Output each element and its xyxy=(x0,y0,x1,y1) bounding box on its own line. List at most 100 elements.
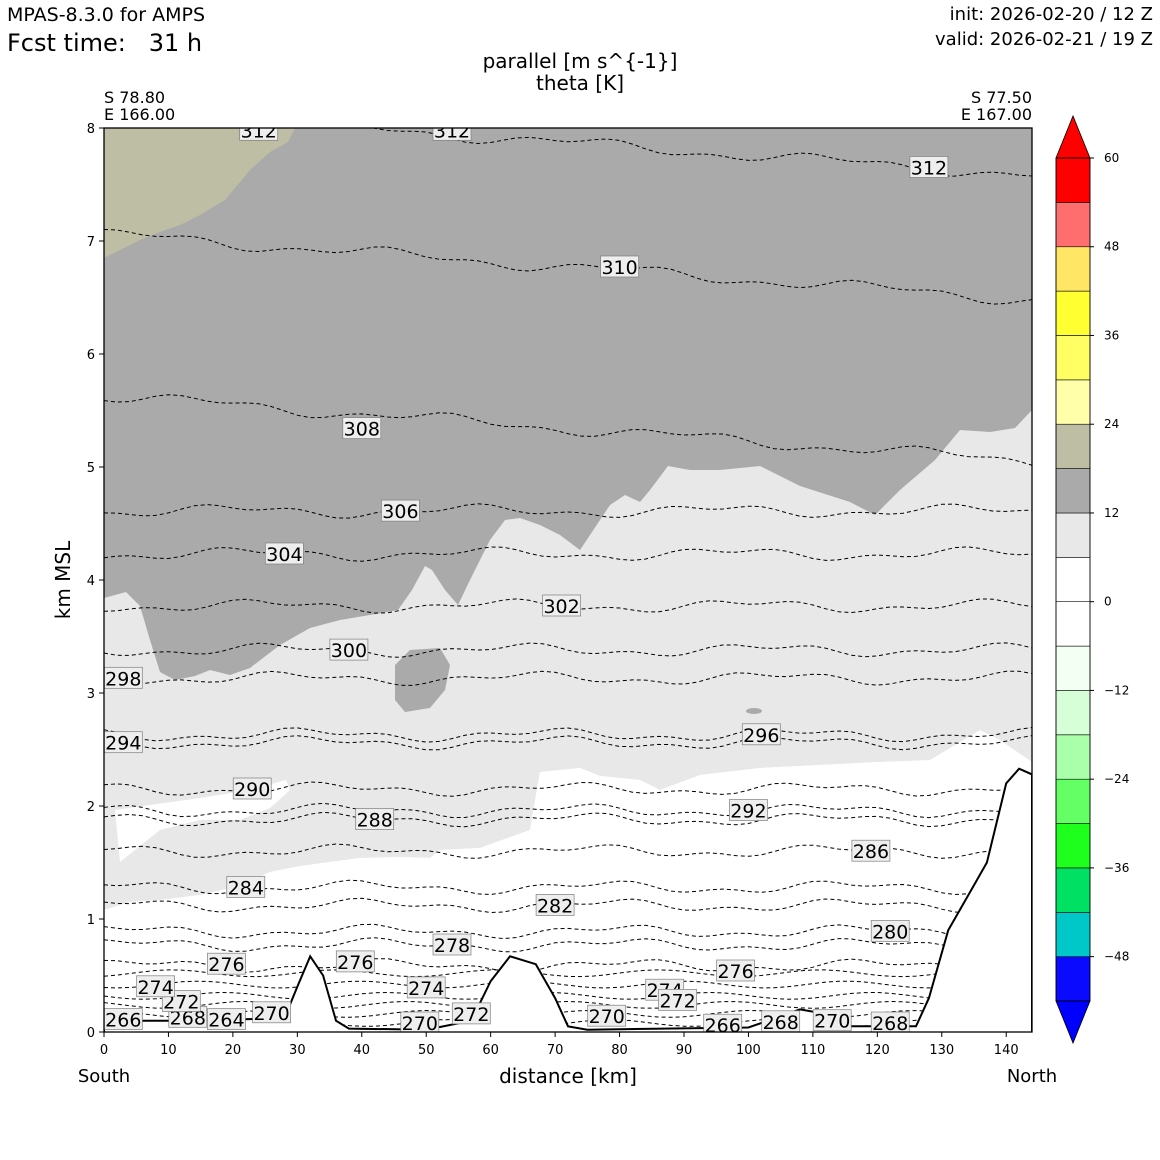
contour-label: 302 xyxy=(542,594,581,618)
y-tick-label: 1 xyxy=(87,913,95,928)
contour-label: 288 xyxy=(355,808,395,832)
colorbar-over-arrow xyxy=(1055,114,1091,159)
contour-label-text: 266 xyxy=(705,1015,741,1037)
contour-label-text: 272 xyxy=(659,990,695,1012)
colorbar-segment xyxy=(1055,202,1091,248)
forecast-time: Fcst time: 31 h xyxy=(7,29,202,57)
fill-12-18-blob xyxy=(395,648,450,712)
colorbar-tick-label: 36 xyxy=(1104,328,1119,342)
contour-label: 276 xyxy=(335,950,375,974)
contour-label: 264 xyxy=(207,1008,246,1032)
colorbar-segment xyxy=(1055,335,1091,381)
chart-title-line1: parallel [m s^{-1}] xyxy=(482,49,678,73)
contour-label: 282 xyxy=(535,894,575,917)
contour-label: 306 xyxy=(381,499,420,523)
contour-label: 294 xyxy=(104,731,143,755)
contour-label-text: 274 xyxy=(408,978,444,1000)
x-tick-label: 30 xyxy=(289,1043,306,1058)
x-tick-label: 20 xyxy=(225,1043,242,1058)
colorbar-segment xyxy=(1055,423,1091,469)
model-title: MPAS-8.3.0 for AMPS xyxy=(7,4,206,26)
colorbar-tick-label: 48 xyxy=(1104,240,1119,254)
colorbar-segment xyxy=(1055,157,1091,203)
contour-label: 304 xyxy=(265,542,304,566)
contour-label-text: 270 xyxy=(402,1013,438,1035)
contour-label-text: 292 xyxy=(730,801,766,823)
theta-contour-line xyxy=(104,923,1032,940)
colorbar-tick-label: 12 xyxy=(1104,506,1119,520)
y-axis-ticks: 0 1 2 3 4 5 6 7 8 xyxy=(87,122,104,1041)
contour-label-text: 270 xyxy=(589,1006,625,1028)
contour-label-text: 268 xyxy=(872,1013,908,1035)
left-lon: E 166.00 xyxy=(104,105,176,124)
contour-label-text: 268 xyxy=(170,1007,206,1029)
colorbar-segment xyxy=(1055,956,1091,1002)
colorbar-tick-label: 60 xyxy=(1104,151,1119,165)
theta-contour-line xyxy=(104,937,1032,953)
contour-label-text: 288 xyxy=(357,810,393,832)
colorbar-segment xyxy=(1055,690,1091,736)
colorbar-under-arrow xyxy=(1055,1000,1091,1045)
colorbar-tick-label: −48 xyxy=(1104,950,1129,964)
contour-label: 270 xyxy=(252,1001,291,1025)
theta-contour-line xyxy=(104,735,1032,751)
terrain-profile xyxy=(104,767,1032,1032)
contour-label: 270 xyxy=(812,1009,852,1033)
fill-18-24 xyxy=(104,128,295,258)
contour-label-text: 266 xyxy=(105,1010,141,1032)
fill-12-18-speck xyxy=(746,708,762,714)
theta-contour-line xyxy=(104,811,1032,828)
fill-12-18 xyxy=(104,128,1032,680)
theta-contour-line xyxy=(104,991,1032,1000)
colorbar-tick-label: 24 xyxy=(1104,417,1119,431)
theta-contour-line xyxy=(104,969,1032,978)
contour-label-text: 278 xyxy=(434,935,470,957)
colorbar-segment xyxy=(1055,823,1091,869)
theta-contour-line xyxy=(372,128,1032,177)
contour-label: 284 xyxy=(226,876,266,899)
contour-label-text: 276 xyxy=(337,952,373,974)
forecast-time-value: 31 h xyxy=(148,29,203,57)
x-tick-label: 80 xyxy=(611,1043,628,1058)
contour-label-text: 270 xyxy=(253,1003,289,1025)
x-tick-label: 120 xyxy=(865,1043,890,1058)
y-axis-label: km MSL xyxy=(51,540,75,619)
forecast-time-label: Fcst time: xyxy=(7,29,126,57)
theta-contour-line xyxy=(104,802,1032,819)
colorbar-segment xyxy=(1055,911,1091,957)
init-time: init: 2026-02-20 / 12 Z xyxy=(949,4,1153,25)
contour-label: 312 xyxy=(239,120,279,142)
theta-contour-line xyxy=(104,727,1032,743)
contour-label-text: 306 xyxy=(382,501,418,523)
contour-label: 274 xyxy=(136,975,175,999)
colorbar: 60 48 36 24 12 0 −12 −24 −36 −48 xyxy=(1055,114,1129,1045)
right-corner-coords: S 77.50 E 167.00 xyxy=(961,89,1032,123)
contour-label: 274 xyxy=(406,976,446,1000)
colorbar-segment xyxy=(1055,734,1091,780)
y-tick-label: 4 xyxy=(87,574,95,589)
x-tick-label: 10 xyxy=(160,1043,177,1058)
contour-label: 310 xyxy=(600,255,639,279)
contour-label-text: 268 xyxy=(763,1012,799,1034)
x-tick-label: 40 xyxy=(354,1043,371,1058)
y-tick-label: 5 xyxy=(87,461,95,476)
contour-label: 300 xyxy=(329,638,369,662)
contour-label: 278 xyxy=(432,933,472,957)
contour-label: 270 xyxy=(587,1004,627,1028)
contour-label-text: 312 xyxy=(241,120,277,142)
colorbar-segment xyxy=(1055,601,1091,647)
x-tick-label: 50 xyxy=(418,1043,435,1058)
x-tick-label: 90 xyxy=(676,1043,693,1058)
fill-0-6-pocket xyxy=(115,780,290,862)
contour-label: 312 xyxy=(432,128,472,142)
contour-label: 280 xyxy=(870,920,910,943)
contour-label-text: 290 xyxy=(234,779,270,801)
contour-label-text: 272 xyxy=(453,1004,489,1026)
colorbar-segment xyxy=(1055,556,1091,602)
north-label: North xyxy=(1007,1066,1057,1087)
contour-label: 266 xyxy=(703,1013,743,1037)
colorbar-tick-label: −12 xyxy=(1104,683,1129,697)
theta-contour-line xyxy=(104,546,1032,562)
contour-label-text: 312 xyxy=(911,158,947,180)
contour-label-text: 270 xyxy=(814,1011,850,1033)
